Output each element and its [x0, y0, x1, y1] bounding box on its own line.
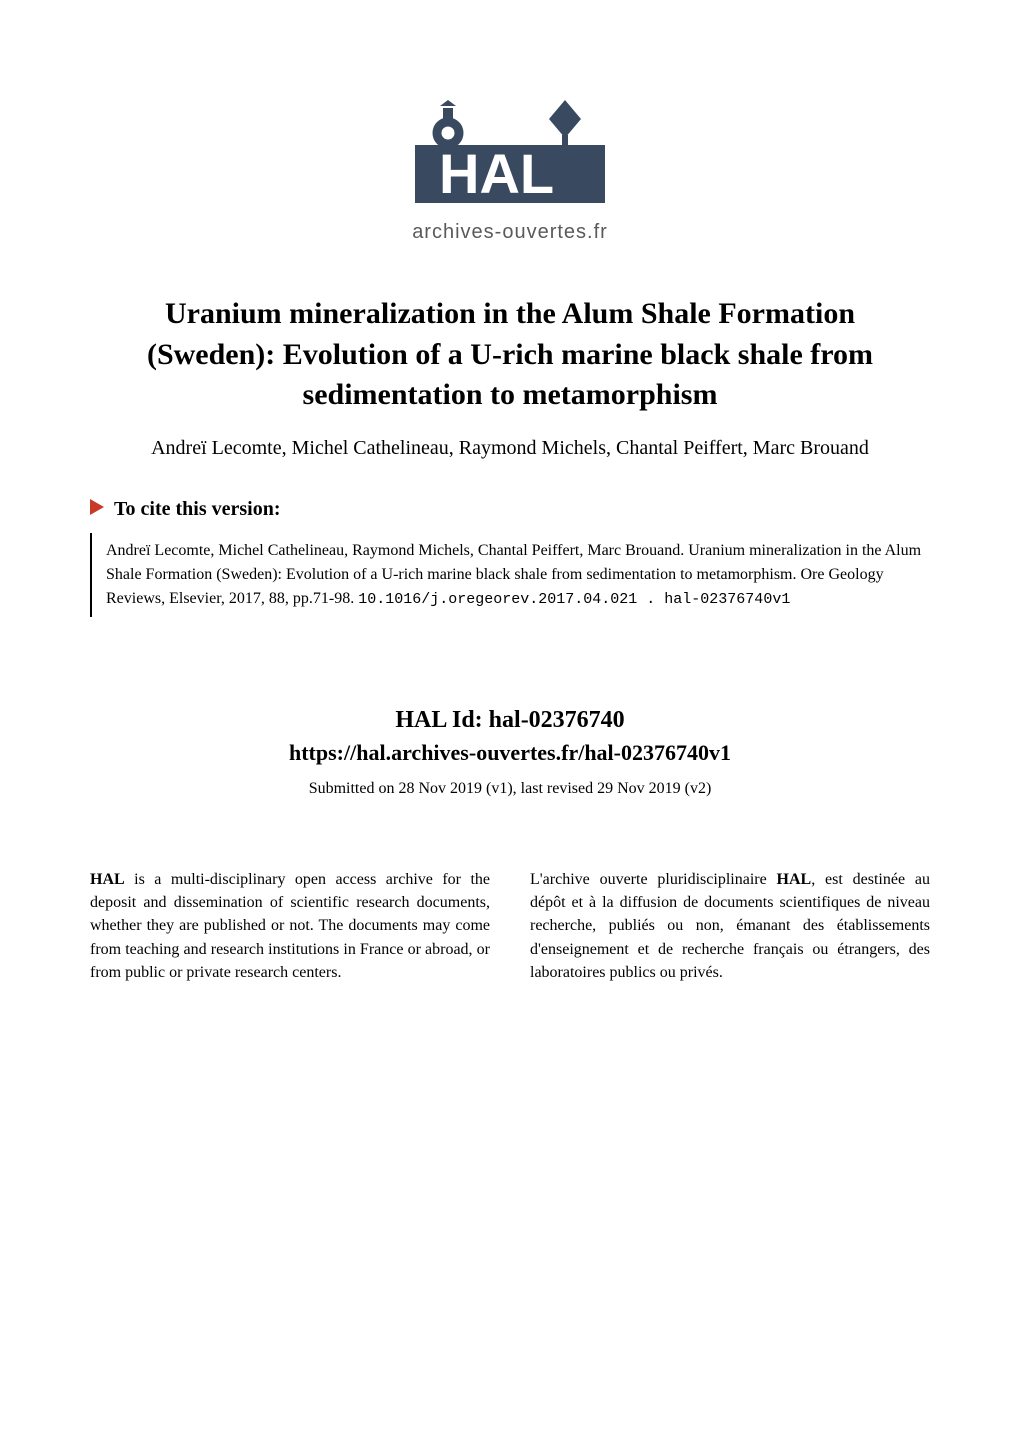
hal-logo-icon: HAL: [90, 100, 930, 215]
description-left: HAL is a multi-disciplinary open access …: [90, 868, 490, 984]
hal-id-section: HAL Id: hal-02376740 https://hal.archive…: [90, 707, 930, 766]
submitted-date: Submitted on 28 Nov 2019 (v1), last revi…: [90, 780, 930, 798]
hal-url[interactable]: https://hal.archives-ouvertes.fr/hal-023…: [90, 740, 930, 766]
svg-text:HAL: HAL: [439, 142, 554, 205]
triangle-right-icon: [90, 498, 104, 521]
authors-list: Andreï Lecomte, Michel Cathelineau, Raym…: [90, 434, 930, 462]
citation-hal-id: hal-02376740v1: [664, 591, 790, 608]
description-right: L'archive ouverte pluridisciplinaire HAL…: [530, 868, 930, 984]
desc-left-rest: is a multi-disciplinary open access arch…: [90, 871, 490, 981]
hal-cover-page: HAL archives-ouvertes.fr Uranium mineral…: [0, 0, 1020, 1044]
cite-heading-text: To cite this version:: [114, 498, 280, 521]
citation-box: Andreï Lecomte, Michel Cathelineau, Raym…: [90, 533, 930, 618]
logo-subtitle: archives-ouvertes.fr: [90, 221, 930, 244]
description-columns: HAL is a multi-disciplinary open access …: [90, 868, 930, 984]
desc-left-lead: HAL: [90, 871, 125, 888]
paper-title: Uranium mineralization in the Alum Shale…: [90, 294, 930, 416]
desc-right-prefix: L'archive ouverte pluridisciplinaire: [530, 871, 777, 888]
citation-doi: 10.1016/j.oregeorev.2017.04.021 .: [358, 591, 655, 608]
cite-heading: To cite this version:: [90, 498, 930, 521]
logo-section: HAL archives-ouvertes.fr: [90, 100, 930, 244]
desc-right-lead: HAL: [777, 871, 812, 888]
hal-id-label: HAL Id: hal-02376740: [90, 707, 930, 734]
